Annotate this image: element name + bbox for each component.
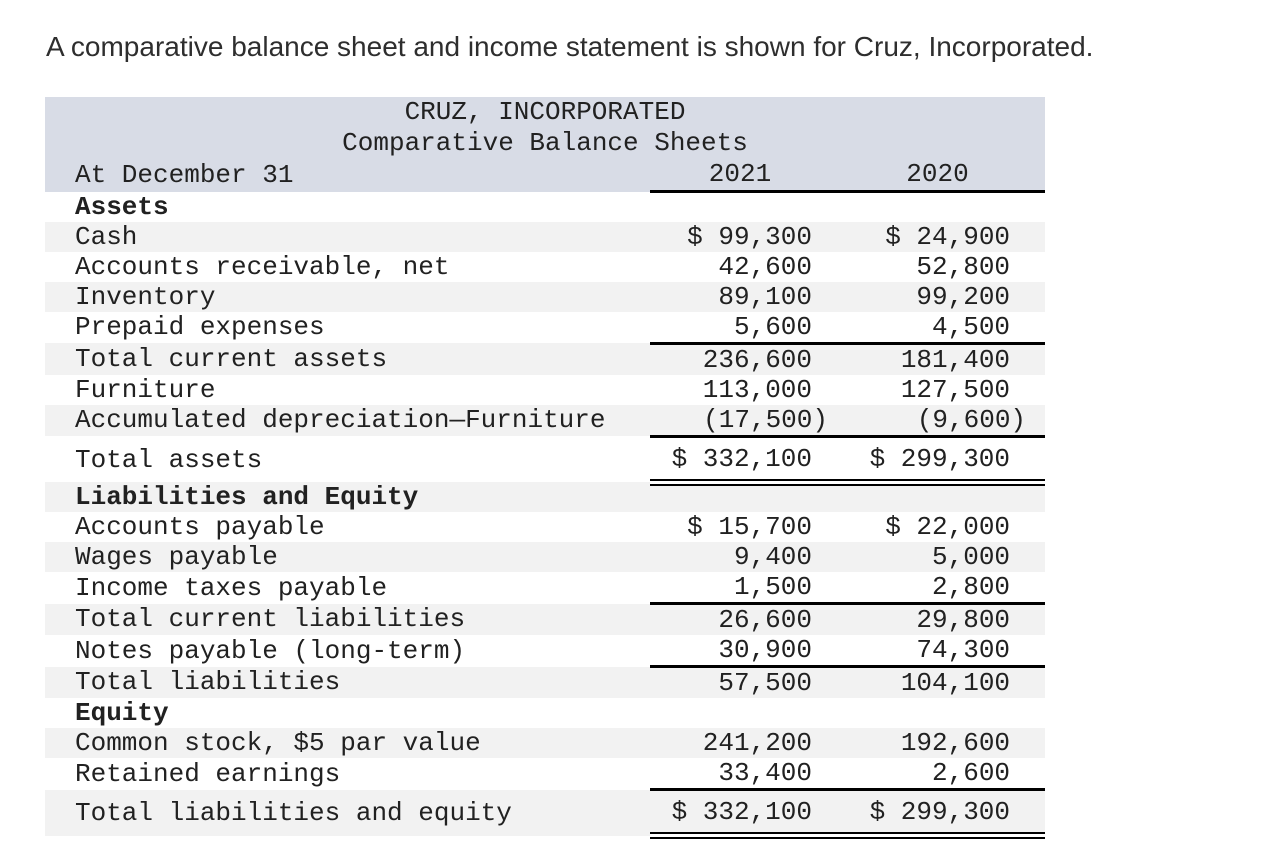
- row-label: Furniture: [75, 374, 216, 405]
- value-2020: [830, 698, 1045, 728]
- value-2020: 4,500: [830, 311, 1046, 345]
- value-2020: 192,600: [900, 728, 1011, 758]
- value-2020: 127,500: [900, 374, 1011, 405]
- value-2020: 2,800: [830, 572, 1046, 605]
- value-2021: [650, 698, 830, 728]
- value-2020: $ 299,300: [830, 789, 1046, 839]
- value-2021: 1,500: [650, 572, 830, 605]
- row-cash: Cash $ 99,300 $ 24,900: [45, 221, 1046, 252]
- value-2021: 30,900: [650, 635, 830, 668]
- row-label: Total current liabilities: [75, 604, 466, 635]
- value-2020: $ 299,300: [830, 436, 1046, 486]
- column-header-row: At December 31 2021 2020: [45, 159, 1046, 193]
- row-common-stock: Common stock, $5 par value 241,200 192,6…: [45, 728, 1046, 758]
- row-label: Notes payable (long-term): [75, 635, 466, 666]
- row-label: Wages payable: [75, 542, 278, 572]
- statement-subtitle: Comparative Balance Sheets: [45, 128, 1046, 159]
- row-retained-earnings: Retained earnings 33,400 2,600: [45, 758, 1046, 791]
- row-assets-section: Assets: [45, 192, 1045, 222]
- value-2020: 99,200: [916, 281, 1011, 312]
- value-2021: 236,600: [702, 344, 812, 375]
- value-2020: 104,100: [900, 668, 1011, 698]
- value-2020: $ 24,900: [885, 221, 1011, 252]
- company-title-row: CRUZ, INCORPORATED: [45, 97, 1046, 128]
- row-label: Accounts receivable, net: [75, 251, 450, 282]
- row-inventory: Inventory 89,100 99,200: [45, 281, 1046, 312]
- value-2021: 26,600: [718, 605, 812, 635]
- row-label: Total liabilities: [75, 667, 341, 698]
- row-furniture: Furniture 113,000 127,500: [45, 375, 1045, 405]
- row-label: Cash: [75, 221, 138, 252]
- value-2020: 74,300: [830, 635, 1046, 668]
- row-label: Common stock, $5 par value: [75, 728, 481, 758]
- table-body: Assets Cash $ 99,300 $ 24,900 Accounts r…: [45, 192, 1046, 839]
- row-label: Retained earnings: [75, 758, 341, 789]
- column-header-2021: 2021: [650, 159, 830, 193]
- value-2020: 29,800: [916, 605, 1011, 635]
- row-label: Liabilities and Equity: [75, 482, 419, 512]
- value-2020: 5,000: [932, 542, 1011, 572]
- balance-sheet-table: CRUZ, INCORPORATED Comparative Balance S…: [45, 97, 1046, 839]
- row-label: Income taxes payable: [75, 572, 388, 603]
- row-label: Accumulated depreciation—Furniture: [75, 405, 606, 436]
- column-header-2020: 2020: [830, 159, 1046, 193]
- row-label: Assets: [75, 191, 169, 222]
- value-2021: $ 99,300: [687, 221, 812, 252]
- value-2021: 89,100: [718, 281, 812, 312]
- value-2021: 241,200: [702, 728, 812, 758]
- value-2020: 52,800: [916, 251, 1011, 282]
- value-2021: $ 15,700: [687, 512, 812, 542]
- table-header: CRUZ, INCORPORATED Comparative Balance S…: [45, 97, 1046, 193]
- value-2021: (17,500): [650, 404, 830, 438]
- value-2021: 33,400: [650, 758, 830, 791]
- row-label: Total liabilities and equity: [75, 798, 512, 828]
- row-prepaid-expenses: Prepaid expenses 5,600 4,500: [45, 311, 1046, 345]
- row-total-assets: Total assets $ 332,100 $ 299,300: [45, 436, 1046, 486]
- row-accumulated-depreciation: Accumulated depreciation—Furniture (17,5…: [45, 404, 1046, 438]
- value-2020: [830, 192, 1045, 222]
- value-2021: [650, 192, 830, 222]
- row-label: Total assets: [75, 444, 263, 475]
- value-2020: $ 22,000: [885, 512, 1011, 542]
- value-2021: $ 332,100: [650, 436, 830, 486]
- row-income-taxes-payable: Income taxes payable 1,500 2,800: [45, 572, 1046, 605]
- row-notes-payable: Notes payable (long-term) 30,900 74,300: [45, 635, 1046, 668]
- value-2021: $ 332,100: [650, 789, 830, 839]
- row-accounts-receivable: Accounts receivable, net 42,600 52,800: [45, 252, 1045, 282]
- row-total-current-assets: Total current assets 236,600 181,400: [45, 343, 1046, 375]
- statement-subtitle-row: Comparative Balance Sheets: [45, 128, 1046, 159]
- value-2020: 181,400: [900, 344, 1011, 375]
- company-name: CRUZ, INCORPORATED: [45, 97, 1046, 128]
- value-2021: 5,600: [650, 311, 830, 345]
- row-accounts-payable: Accounts payable $ 15,700 $ 22,000: [45, 512, 1045, 542]
- row-label: Accounts payable: [75, 512, 325, 542]
- row-label: Total current assets: [75, 343, 388, 374]
- row-total-liabilities: Total liabilities 57,500 104,100: [45, 666, 1046, 698]
- value-2021: 57,500: [718, 668, 812, 698]
- row-label: Equity: [75, 698, 169, 728]
- row-liabilities-equity-section: Liabilities and Equity: [45, 482, 1046, 512]
- row-total-current-liabilities: Total current liabilities 26,600 29,800: [45, 603, 1046, 635]
- date-label: At December 31: [45, 159, 650, 192]
- value-2021: 42,600: [718, 251, 812, 282]
- value-2021: 9,400: [733, 542, 812, 572]
- value-2020: (9,600): [830, 404, 1046, 438]
- row-label: Prepaid expenses: [75, 312, 325, 343]
- row-total-liabilities-and-equity: Total liabilities and equity $ 332,100 $…: [45, 789, 1046, 839]
- row-label: Inventory: [75, 281, 216, 312]
- value-2020: [830, 482, 1045, 512]
- value-2020: 2,600: [830, 758, 1046, 791]
- value-2021: [650, 482, 830, 512]
- row-wages-payable: Wages payable 9,400 5,000: [45, 542, 1046, 572]
- row-equity-section: Equity: [45, 698, 1045, 728]
- value-2021: 113,000: [702, 374, 812, 405]
- intro-text: A comparative balance sheet and income s…: [46, 31, 1094, 62]
